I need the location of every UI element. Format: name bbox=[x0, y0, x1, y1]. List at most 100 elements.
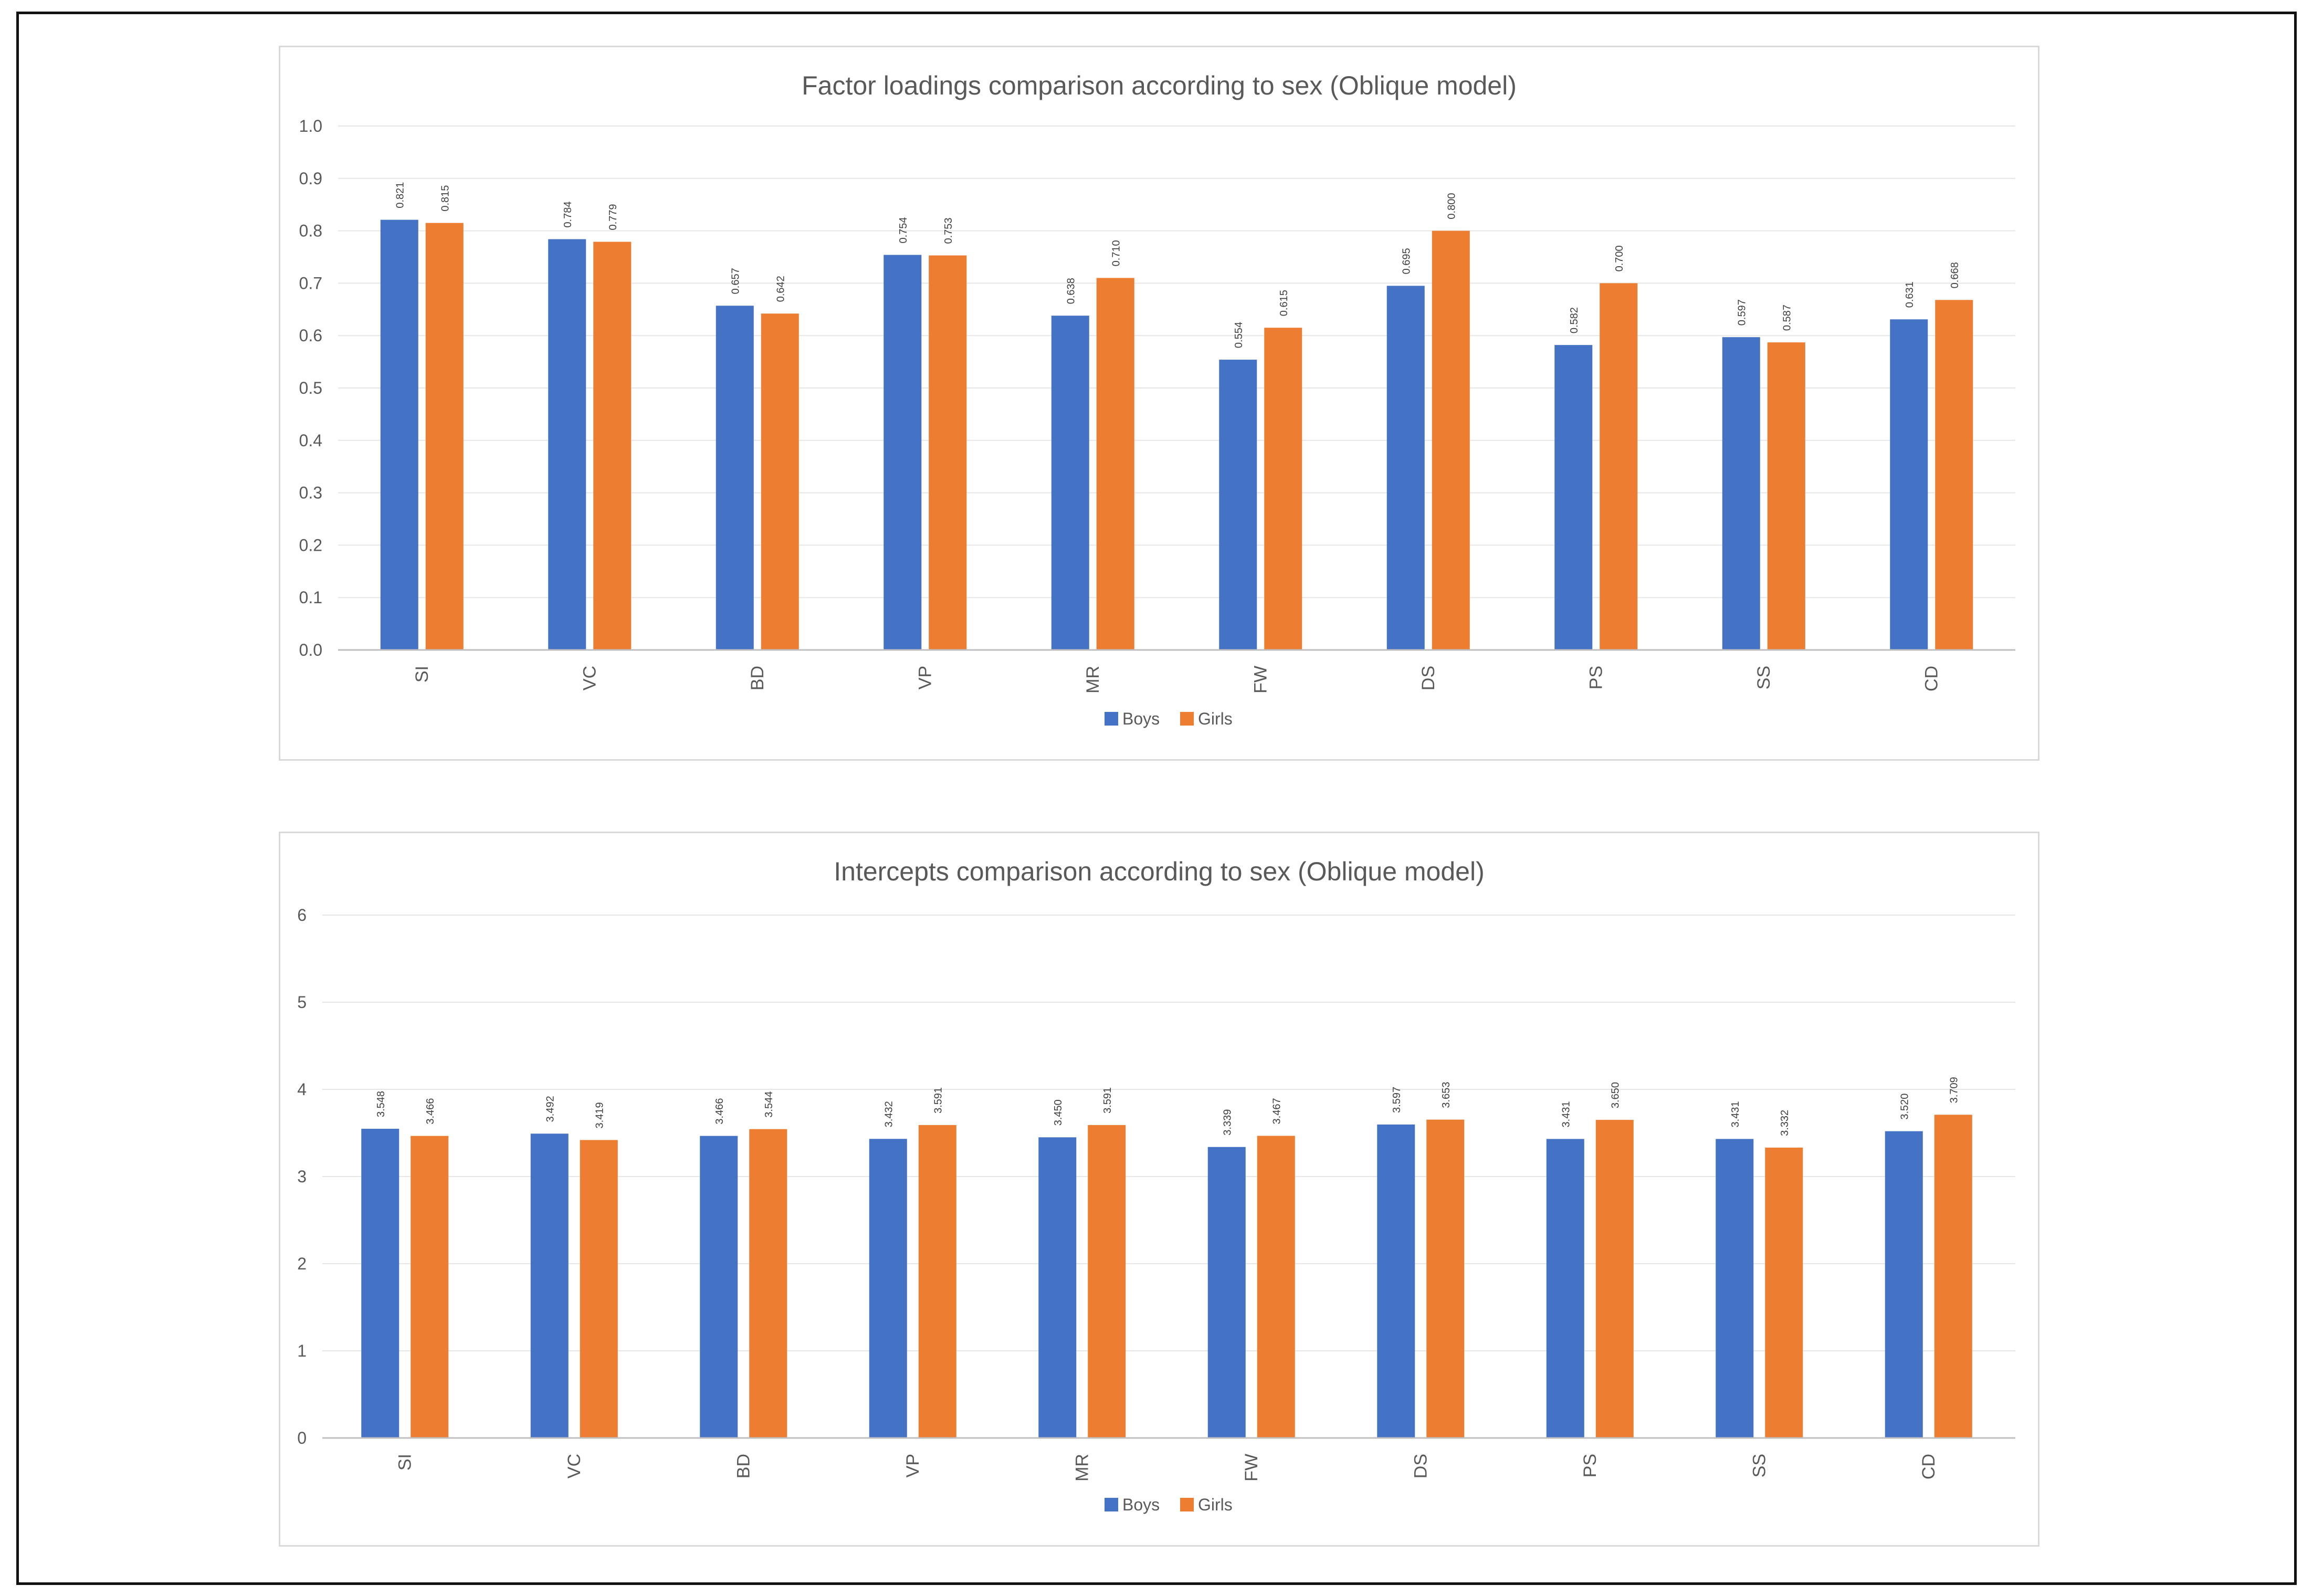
x-tick-label: PS bbox=[1586, 666, 1606, 689]
data-label: 3.332 bbox=[1779, 1110, 1791, 1136]
bar-boys-cd bbox=[1890, 319, 1928, 650]
data-label: 3.431 bbox=[1561, 1101, 1572, 1127]
bar-girls-mr bbox=[1088, 1125, 1126, 1438]
bar-girls-vc bbox=[593, 242, 632, 650]
x-tick-label: BD bbox=[748, 666, 768, 690]
bars bbox=[380, 219, 1973, 650]
x-tick-label: SS bbox=[1754, 666, 1774, 689]
bar-boys-fw bbox=[1219, 360, 1257, 650]
data-label: 3.709 bbox=[1949, 1077, 1960, 1103]
legend-swatch-girls bbox=[1180, 712, 1194, 726]
data-label: 0.597 bbox=[1737, 299, 1748, 326]
bar-girls-ds bbox=[1426, 1119, 1465, 1438]
data-label: 3.419 bbox=[594, 1102, 606, 1128]
bar-girls-mr bbox=[1096, 278, 1134, 650]
data-label: 0.587 bbox=[1782, 304, 1793, 331]
bar-girls-cd bbox=[1935, 300, 1973, 650]
y-tick-label: 0.9 bbox=[299, 169, 322, 188]
data-label: 0.642 bbox=[775, 276, 787, 302]
legend-label-boys: Boys bbox=[1122, 709, 1160, 728]
bar-boys-cd bbox=[1885, 1131, 1923, 1438]
legend: Boys Girls bbox=[1105, 709, 1233, 728]
y-tick-label: 0.5 bbox=[299, 379, 322, 397]
bar-girls-bd bbox=[761, 313, 799, 650]
data-label: 3.467 bbox=[1271, 1098, 1283, 1124]
data-label: 0.821 bbox=[395, 182, 406, 208]
x-tick-label: MR bbox=[1072, 1454, 1092, 1482]
data-label: 0.700 bbox=[1614, 245, 1625, 271]
bar-boys-fw bbox=[1207, 1147, 1246, 1438]
x-tick-label: PS bbox=[1580, 1454, 1600, 1477]
bar-boys-ds bbox=[1377, 1124, 1415, 1438]
data-labels: 3.548 3.466 3.492 3.419 3.466 3.544 3.432 3.591… bbox=[375, 1077, 1960, 1136]
bar-boys-bd bbox=[700, 1136, 738, 1438]
bar-boys-ss bbox=[1722, 337, 1760, 650]
factor-loadings-chart: Factor loadings comparison according to … bbox=[299, 71, 2015, 728]
data-label: 0.710 bbox=[1111, 240, 1122, 266]
chart-title: Factor loadings comparison according to … bbox=[802, 71, 1517, 100]
gridlines bbox=[338, 125, 2015, 598]
bar-boys-ps bbox=[1554, 345, 1593, 650]
data-label: 0.657 bbox=[730, 268, 742, 294]
legend-swatch-girls bbox=[1180, 1498, 1194, 1511]
bar-girls-fw bbox=[1264, 328, 1302, 650]
legend-swatch-boys bbox=[1105, 1498, 1118, 1511]
x-tick-label: VC bbox=[580, 666, 600, 690]
bar-boys-mr bbox=[1038, 1137, 1077, 1438]
data-label: 0.695 bbox=[1401, 248, 1413, 274]
data-label: 3.653 bbox=[1441, 1082, 1452, 1108]
bar-boys-vc bbox=[548, 239, 586, 650]
x-tick-label: SI bbox=[395, 1454, 415, 1471]
y-axis: 0.0 0.1 0.2 0.3 0.4 0.5 0.6 0.7 0.8 0.9 1.0 bbox=[299, 117, 322, 659]
bar-boys-bd bbox=[716, 306, 754, 650]
legend-label-girls: Girls bbox=[1198, 709, 1233, 728]
bar-boys-mr bbox=[1051, 316, 1089, 650]
bar-boys-ps bbox=[1546, 1139, 1584, 1438]
data-label: 0.615 bbox=[1278, 290, 1290, 316]
legend-label-girls: Girls bbox=[1198, 1495, 1233, 1514]
data-label: 3.492 bbox=[545, 1096, 556, 1122]
x-axis: SI VC BD VP MR FW DS PS SS CD bbox=[395, 1454, 1939, 1482]
bar-boys-si bbox=[361, 1129, 399, 1438]
figure-border bbox=[16, 12, 2297, 1585]
data-label: 3.591 bbox=[933, 1087, 944, 1114]
bar-girls-vp bbox=[918, 1125, 956, 1438]
x-tick-label: CD bbox=[1921, 666, 1941, 691]
x-tick-label: SI bbox=[412, 666, 432, 682]
factor-loadings-chart-panel: Factor loadings comparison according to … bbox=[279, 46, 2039, 761]
x-tick-label: DS bbox=[1418, 666, 1438, 690]
bar-girls-ds bbox=[1432, 230, 1470, 650]
bar-boys-si bbox=[380, 219, 418, 650]
bar-boys-vp bbox=[869, 1139, 907, 1438]
x-tick-label: FW bbox=[1242, 1454, 1261, 1482]
legend-swatch-boys bbox=[1105, 712, 1118, 726]
data-label: 0.582 bbox=[1569, 307, 1580, 333]
y-tick-label: 0.8 bbox=[299, 222, 322, 240]
bar-girls-ps bbox=[1600, 283, 1638, 650]
x-tick-label: VC bbox=[564, 1454, 584, 1478]
data-label: 0.800 bbox=[1446, 193, 1458, 219]
bar-boys-ss bbox=[1716, 1139, 1754, 1438]
bar-girls-fw bbox=[1257, 1136, 1295, 1438]
data-label: 0.779 bbox=[607, 204, 619, 230]
data-label: 0.638 bbox=[1066, 278, 1077, 304]
x-tick-label: DS bbox=[1411, 1454, 1431, 1478]
x-axis: SI VC BD VP MR FW DS PS SS CD bbox=[412, 666, 1942, 694]
data-label: 0.784 bbox=[562, 202, 574, 228]
bar-girls-si bbox=[425, 223, 464, 650]
x-tick-label: VP bbox=[915, 666, 935, 689]
y-tick-label: 2 bbox=[297, 1254, 307, 1273]
bar-boys-vp bbox=[884, 255, 922, 650]
data-label: 3.431 bbox=[1730, 1101, 1741, 1127]
bar-girls-cd bbox=[1934, 1115, 1972, 1438]
bar-girls-ss bbox=[1767, 342, 1805, 650]
data-label: 0.631 bbox=[1904, 281, 1916, 308]
bar-girls-vc bbox=[580, 1140, 618, 1438]
data-label: 3.597 bbox=[1391, 1087, 1403, 1113]
y-tick-label: 0.1 bbox=[299, 588, 322, 607]
y-axis: 0 1 2 3 4 5 6 bbox=[297, 906, 307, 1447]
bar-girls-bd bbox=[749, 1129, 787, 1438]
data-label: 3.591 bbox=[1102, 1087, 1113, 1114]
gridlines bbox=[322, 915, 2015, 1351]
